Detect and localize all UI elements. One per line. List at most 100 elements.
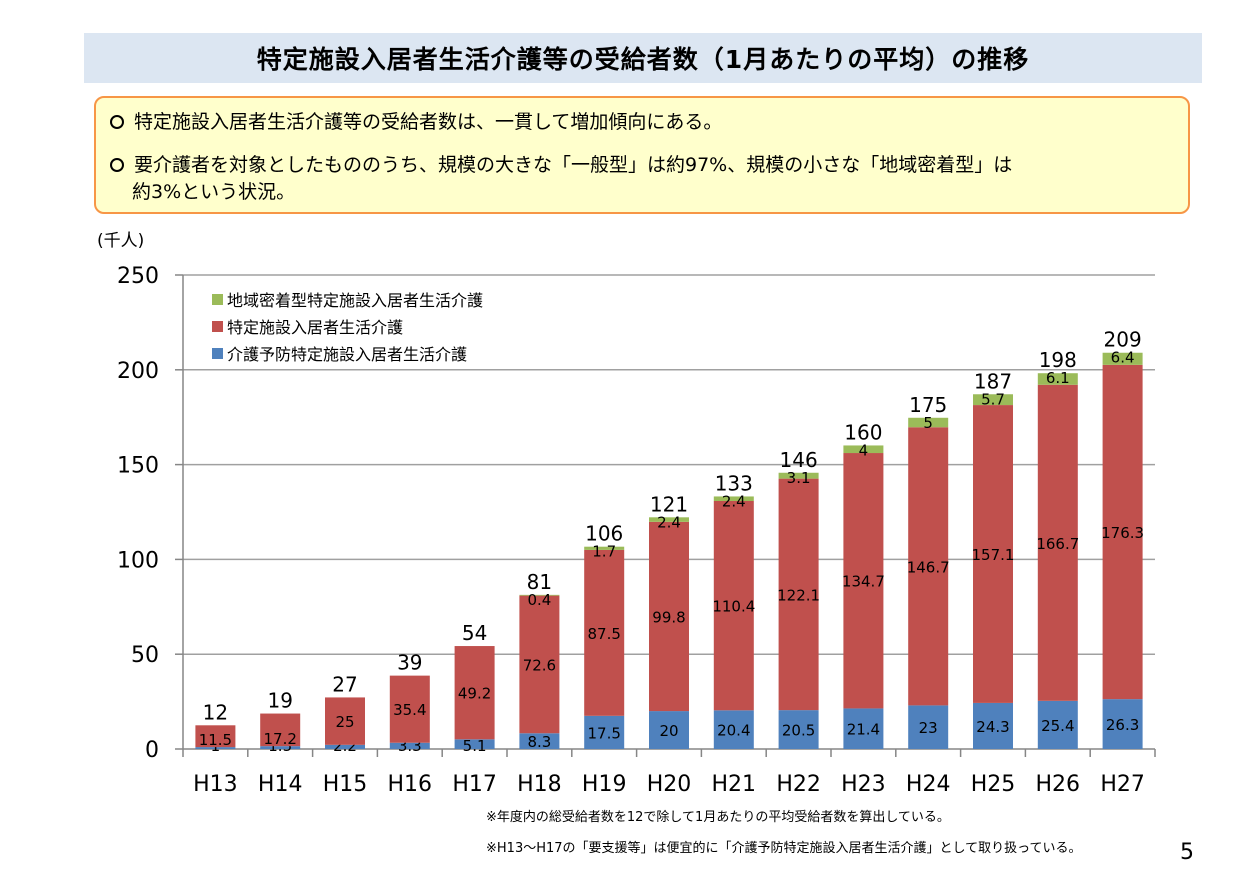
data-label: 87.5 — [587, 625, 620, 643]
x-tick-label: H13 — [193, 772, 238, 797]
data-label: 134.7 — [842, 573, 885, 591]
data-label: 49.2 — [458, 685, 491, 703]
total-label: 198 — [1039, 348, 1077, 372]
legend-label: 特定施設入居者生活介護 — [227, 318, 403, 337]
x-tick-label: H17 — [452, 772, 497, 797]
bar-segment — [1037, 373, 1078, 385]
x-tick-label: H15 — [323, 772, 368, 797]
bar-segment — [649, 711, 689, 749]
summary-text-1: 特定施設入居者生活介護等の受給者数は、一貫して増加傾向にある。 — [134, 111, 723, 133]
summary-item-1: 特定施設入居者生活介護等の受給者数は、一貫して増加傾向にある。 — [110, 110, 722, 134]
bar-segment — [519, 594, 560, 596]
x-tick-label: H14 — [258, 772, 303, 797]
footnote-1: ※年度内の総受給者数を12で除して1月あたりの平均受給者数を算出している。 — [486, 810, 950, 825]
data-label: 2.4 — [657, 513, 681, 531]
data-label: 146.7 — [907, 558, 950, 576]
bar-segment — [519, 733, 560, 749]
total-label: 39 — [397, 651, 422, 675]
y-axis-unit-label: (千人) — [97, 231, 145, 251]
data-label: 122.1 — [777, 586, 820, 604]
bar-segment — [713, 710, 754, 749]
data-label: 11.5 — [199, 731, 232, 749]
bar-segment — [973, 405, 1013, 703]
bar-segment — [1037, 384, 1078, 701]
total-label: 146 — [780, 448, 818, 472]
bar-segment — [843, 445, 884, 454]
x-tick-label: H24 — [906, 772, 951, 797]
total-label: 27 — [332, 672, 357, 696]
bar-segment — [584, 546, 625, 550]
data-label: 17.2 — [263, 730, 296, 748]
bar-segment — [454, 739, 495, 749]
summary-item-2: 要介護者を対象としたもののうち、規模の大きな「一般型」は約97%、規模の小さな「… — [110, 153, 1012, 177]
bar-segment — [713, 501, 754, 711]
legend-swatch — [212, 348, 223, 359]
y-tick-label: 200 — [117, 359, 159, 384]
bar-segment — [195, 725, 236, 748]
bar-segment — [843, 453, 884, 709]
footnote-2: ※H13～H17の「要支援等」は便宜的に「介護予防特定施設入居者生活介護」として… — [486, 841, 1082, 856]
x-tick-label: H16 — [388, 772, 433, 797]
bar-segment — [454, 646, 495, 740]
y-tick-label: 100 — [117, 548, 159, 573]
data-label: 4 — [859, 441, 869, 459]
data-label: 6.4 — [1111, 349, 1135, 367]
x-tick-label: H27 — [1100, 772, 1145, 797]
summary-text-2-cont: 約3%という状況。 — [132, 181, 296, 203]
bar-segment — [389, 742, 430, 749]
circle-bullet-icon — [110, 115, 124, 129]
bar-segment — [325, 744, 365, 749]
bar-segment — [908, 417, 949, 428]
x-tick-label: H18 — [517, 772, 562, 797]
data-label: 72.6 — [523, 656, 556, 674]
x-tick-label: H26 — [1036, 772, 1081, 797]
x-tick-label: H20 — [647, 772, 692, 797]
bar-segment — [778, 472, 819, 479]
bar-segment — [649, 517, 689, 522]
total-label: 160 — [844, 420, 882, 444]
data-label: 166.7 — [1036, 535, 1079, 553]
summary-box: 特定施設入居者生活介護等の受給者数は、一貫して増加傾向にある。 要介護者を対象と… — [94, 96, 1190, 214]
x-tick-label: H23 — [841, 772, 886, 797]
total-label: 106 — [585, 522, 623, 546]
data-label: 176.3 — [1101, 524, 1144, 542]
data-label: 24.3 — [976, 718, 1009, 736]
y-tick-label: 0 — [145, 738, 159, 763]
x-tick-label: H19 — [582, 772, 627, 797]
total-label: 54 — [462, 621, 487, 645]
total-label: 175 — [909, 393, 947, 417]
legend-label: 介護予防特定施設入居者生活介護 — [227, 345, 467, 364]
bar-segment — [649, 521, 689, 712]
data-label: 2.4 — [722, 492, 746, 510]
legend-label: 地域密着型特定施設入居者生活介護 — [227, 291, 483, 310]
x-tick-label: H25 — [971, 772, 1016, 797]
data-label: 35.4 — [393, 701, 426, 719]
total-label: 121 — [650, 492, 688, 516]
data-label: 23 — [919, 719, 938, 737]
bar-segment — [713, 496, 754, 502]
data-label: 8.3 — [527, 733, 551, 751]
data-label: 25.4 — [1041, 717, 1074, 735]
y-tick-label: 250 — [117, 264, 159, 289]
y-tick-label: 150 — [117, 454, 159, 479]
data-label: 157.1 — [972, 546, 1015, 564]
data-label: 3.1 — [787, 469, 811, 487]
bar-segment — [584, 715, 625, 749]
legend-swatch — [212, 321, 223, 332]
data-label: 5 — [923, 414, 933, 432]
bar-segment — [973, 394, 1013, 406]
bar-segment — [908, 427, 949, 706]
bar-segment — [195, 747, 236, 749]
bar-segment — [778, 478, 819, 711]
data-label: 26.3 — [1106, 716, 1139, 734]
bar-segment — [1037, 700, 1078, 749]
data-label: 0.4 — [527, 591, 551, 609]
bar-segment — [325, 697, 365, 745]
bar-segment — [260, 713, 301, 747]
total-label: 81 — [527, 570, 552, 594]
data-label: 21.4 — [847, 721, 880, 739]
data-label: 1.7 — [592, 543, 616, 561]
total-label: 133 — [715, 471, 753, 495]
data-label: 25 — [335, 713, 354, 731]
